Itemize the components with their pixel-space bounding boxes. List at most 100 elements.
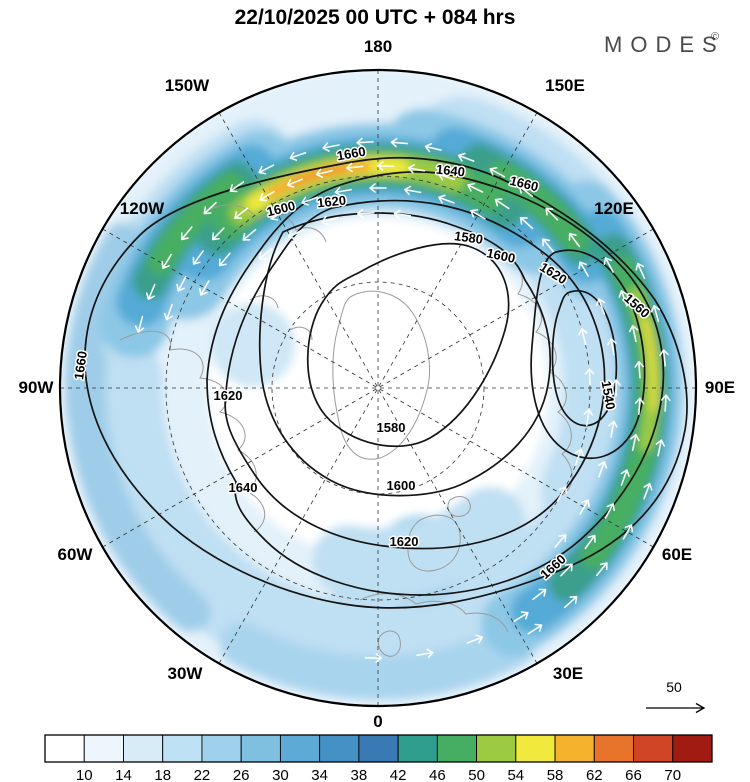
longitude-labels: 180 150W 150E 120W 120E 90W 90E 60W 60E 30W 30E 0 xyxy=(19,37,736,731)
brand-logo: MODES xyxy=(604,32,725,57)
shading-band xyxy=(312,487,526,598)
longitude-label: 90W xyxy=(19,378,55,397)
longitude-label: 180 xyxy=(364,37,392,56)
colorbar-tick-label: 70 xyxy=(664,767,681,782)
contour-label: 1620 xyxy=(390,534,419,549)
meridian-line xyxy=(218,112,538,664)
colorbar-tick-label: 42 xyxy=(390,767,407,782)
longitude-label: 30W xyxy=(168,664,204,683)
wind-arrow-icon xyxy=(289,151,307,161)
wind-arrow-icon xyxy=(650,304,661,323)
wind-arrow-icon xyxy=(346,162,364,173)
shading-patch xyxy=(211,303,295,387)
wind-arrow-icon xyxy=(608,420,618,438)
colorbar-cell xyxy=(515,734,556,763)
colorbar-frame xyxy=(44,734,713,763)
wind-arrow-icon xyxy=(176,275,187,292)
wind-arrow-icon xyxy=(634,397,645,416)
contour-label: 1600 xyxy=(387,478,416,493)
map-boundary-circle xyxy=(58,68,698,708)
shading-band xyxy=(487,160,590,254)
wind-arrow-icon xyxy=(229,181,245,193)
colorbar-tick-label: 46 xyxy=(429,767,446,782)
contour-label: 1580 xyxy=(453,228,484,247)
wind-arrow-icon xyxy=(161,253,173,269)
colorbar-cell xyxy=(633,734,674,763)
wind-arrow-icon xyxy=(218,252,231,267)
geopotential-contour xyxy=(306,242,510,448)
wind-arrow-icon xyxy=(513,611,529,623)
wind-arrow-icon xyxy=(598,461,608,478)
longitude-label: 120E xyxy=(594,199,634,218)
wind-arrow-icon xyxy=(457,152,475,162)
geopotential-contour xyxy=(206,171,665,596)
wind-arrow-icon xyxy=(578,328,588,346)
colorbar-cell xyxy=(397,734,438,763)
wind-arrow-icon xyxy=(643,482,653,500)
wind-arrow-icon xyxy=(390,137,409,148)
wind-arrow-icon xyxy=(145,283,156,301)
wind-arrow-icon xyxy=(596,298,606,315)
colorbar-cell xyxy=(201,734,242,763)
wind-arrow-icon xyxy=(404,185,422,196)
geopotential-contour xyxy=(224,199,606,550)
longitude-label: 30E xyxy=(553,664,583,683)
wind-arrow-icon xyxy=(301,196,318,206)
wind-arrow-icon xyxy=(556,486,568,502)
wind-arrow-icon xyxy=(321,215,339,226)
wind-arrow-icon xyxy=(356,137,374,148)
colorbar-tick-label: 66 xyxy=(625,767,642,782)
colorbar-tick-label: 50 xyxy=(468,767,485,782)
wind-arrow-icon xyxy=(393,209,412,220)
wind-arrow-icon xyxy=(542,238,555,253)
wind-arrow-icon xyxy=(364,653,383,663)
wind-arrow-icon xyxy=(611,379,621,397)
colorbar-tick-label: 62 xyxy=(586,767,603,782)
coastline-north-america xyxy=(119,330,265,533)
longitude-label: 90E xyxy=(705,378,735,397)
colorbar-cell xyxy=(319,734,360,763)
wind-arrow-icon xyxy=(634,360,644,379)
wind-arrow-icon xyxy=(369,183,387,193)
wind-arrow-icon xyxy=(466,634,484,644)
wind-arrow-icon xyxy=(489,167,506,178)
geopotential-contours xyxy=(84,156,688,609)
wind-arrow-icon xyxy=(258,247,273,260)
wind-arrow-icon xyxy=(659,349,669,367)
longitude-label: 60E xyxy=(662,545,692,564)
wind-reference-label: 50 xyxy=(666,679,682,695)
wind-speed-shading xyxy=(60,70,696,706)
wind-arrow-icon xyxy=(527,623,543,635)
wind-arrow-icon xyxy=(163,303,173,321)
wind-arrow-icon xyxy=(583,408,594,427)
wind-arrow-icon xyxy=(579,499,590,515)
wind-arrow-icon xyxy=(574,448,584,466)
wind-arrow-icon xyxy=(545,207,559,221)
shading-band xyxy=(77,336,398,688)
colorbar-tick-label: 10 xyxy=(76,767,93,782)
colorbar-tick-label: 14 xyxy=(115,767,132,782)
wind-arrow-icon xyxy=(416,648,434,659)
contour-label: 1540 xyxy=(599,380,619,411)
wind-arrow-icon xyxy=(322,142,340,152)
wind-arrow-icon xyxy=(563,595,578,609)
coastline-greenland xyxy=(332,290,431,460)
colorbar-cell xyxy=(593,734,634,763)
wind-arrow-icon xyxy=(203,201,217,215)
brand-copyright-mark: © xyxy=(711,31,719,43)
wind-arrow-icon xyxy=(180,226,193,241)
wind-arrow-icon xyxy=(470,209,486,220)
wind-arrow-icon xyxy=(532,588,547,601)
meridian-line xyxy=(102,228,654,548)
colorbar-cell xyxy=(358,734,399,763)
wind-arrow-icon xyxy=(286,178,304,188)
colorbar-cell xyxy=(436,734,478,763)
wind-arrow-icon xyxy=(438,194,455,204)
colorbar-tick-label: 54 xyxy=(507,767,524,782)
wind-arrow-icon xyxy=(259,190,275,202)
contour-label: 1620 xyxy=(214,388,243,403)
colorbar-cell xyxy=(279,734,321,763)
colorbar-tick-label: 22 xyxy=(194,767,211,782)
